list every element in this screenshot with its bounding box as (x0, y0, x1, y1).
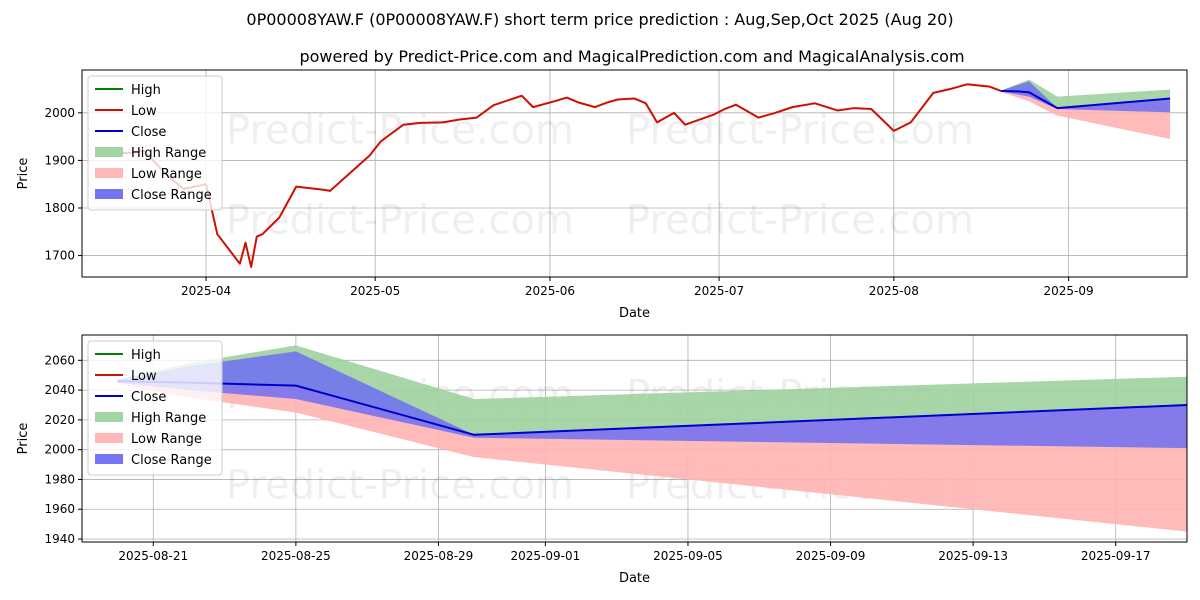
legend-swatch (95, 412, 123, 422)
x-tick-label: 2025-06 (525, 284, 575, 298)
legend-item: High Range (95, 411, 206, 426)
x-tick-label: 2025-09-01 (511, 549, 581, 563)
x-tick-label: 2025-08-25 (261, 549, 331, 563)
legend-item: Low Range (95, 167, 202, 182)
watermark-text: Predict-Price.com (626, 108, 974, 154)
close-range-band (1000, 81, 1171, 113)
legend-label: High (131, 83, 161, 98)
y-axis-label: Price (16, 158, 31, 190)
axis-ticks: 2025-08-21 2025-08-25 2025-08-29 2025-09-01… (44, 353, 1150, 563)
y-tick-label: 2000 (44, 106, 75, 120)
x-tick-label: 2025-08 (869, 284, 919, 298)
legend-label: Close Range (131, 453, 212, 468)
legend-item: High (95, 83, 161, 98)
y-tick-label: 1700 (44, 249, 75, 263)
y-axis-label: Price (16, 423, 31, 455)
high-range-band (117, 345, 1187, 435)
x-tick-label: 2025-09 (1044, 284, 1094, 298)
watermark-text: Predict-Price.com (626, 198, 974, 244)
low-line (104, 83, 1002, 269)
x-axis-label: Date (619, 306, 650, 321)
x-tick-label: 2025-08-21 (118, 549, 188, 563)
y-tick-label: 2000 (44, 443, 75, 457)
legend-item: Close Range (95, 188, 212, 203)
x-tick-label: 2025-09-09 (796, 549, 866, 563)
close-range-band (117, 351, 1187, 449)
watermark-text: Predict-Price.com (226, 463, 574, 509)
legend-label: Low Range (131, 432, 202, 447)
y-tick-label: 1980 (44, 472, 75, 486)
legend-label: Close (131, 390, 166, 405)
plot-area (104, 79, 1171, 269)
chart-title: 0P00008YAW.F (0P00008YAW.F) short term p… (246, 10, 953, 29)
x-tick-label: 2025-09-17 (1081, 549, 1151, 563)
legend-label: Low Range (131, 167, 202, 182)
legend-item: High (95, 348, 161, 363)
legend-label: Close Range (131, 188, 212, 203)
legend-label: High (131, 348, 161, 363)
axis-ticks: 2025-04 2025-05 2025-06 2025-07 2025-08 2025-… (44, 106, 1093, 298)
watermark: Predict-Price.com Predict-Price.com Predic… (226, 108, 974, 244)
x-tick-label: 2025-08-29 (404, 549, 474, 563)
chart-subtitle: powered by Predict-Price.com and Magical… (299, 47, 964, 66)
y-tick-label: 1960 (44, 502, 75, 516)
x-tick-label: 2025-09-13 (938, 549, 1008, 563)
legend-swatch (95, 168, 123, 178)
y-tick-label: 2040 (44, 383, 75, 397)
legend-item: Low Range (95, 432, 202, 447)
x-tick-label: 2025-05 (350, 284, 400, 298)
history-panel: Predict-Price.com Predict-Price.com Predic… (16, 69, 1188, 321)
legend-item: High Range (95, 146, 206, 161)
y-tick-label: 2020 (44, 413, 75, 427)
watermark-text: Predict-Price.com (226, 198, 574, 244)
legend-item: Low (95, 369, 157, 384)
legend: High Low Close High Range Low Range Close Ran… (87, 75, 223, 211)
y-tick-label: 1940 (44, 532, 75, 546)
legend-swatch (95, 147, 123, 157)
grid (82, 70, 1187, 277)
legend-label: High Range (131, 146, 206, 161)
legend-swatch (95, 433, 123, 443)
legend-item: Close Range (95, 453, 212, 468)
x-tick-label: 2025-04 (181, 284, 231, 298)
y-tick-label: 1900 (44, 153, 75, 167)
close-line (1000, 89, 1171, 110)
y-tick-label: 1800 (44, 201, 75, 215)
legend-label: Low (131, 104, 157, 119)
plot-frame (81, 69, 1188, 278)
legend-item: Low (95, 104, 157, 119)
x-tick-label: 2025-07 (694, 284, 744, 298)
high-range-band (1000, 79, 1171, 109)
forecast-panel: Predict-Price.comPredict-Price.comPredic… (16, 334, 1188, 586)
legend-swatch (95, 454, 123, 464)
legend-label: Low (131, 369, 157, 384)
legend-label: High Range (131, 411, 206, 426)
x-tick-label: 2025-09-05 (653, 549, 723, 563)
legend-swatch (95, 189, 123, 199)
legend-label: Close (131, 125, 166, 140)
legend-item: Close (95, 125, 166, 140)
legend: High Low Close High Range Low Range Close Ran… (87, 340, 223, 476)
plot-frame (81, 334, 1188, 543)
y-tick-label: 2060 (44, 353, 75, 367)
legend-item: Close (95, 390, 166, 405)
watermark-text: Predict-Price.com (226, 108, 574, 154)
x-axis-label: Date (619, 571, 650, 586)
